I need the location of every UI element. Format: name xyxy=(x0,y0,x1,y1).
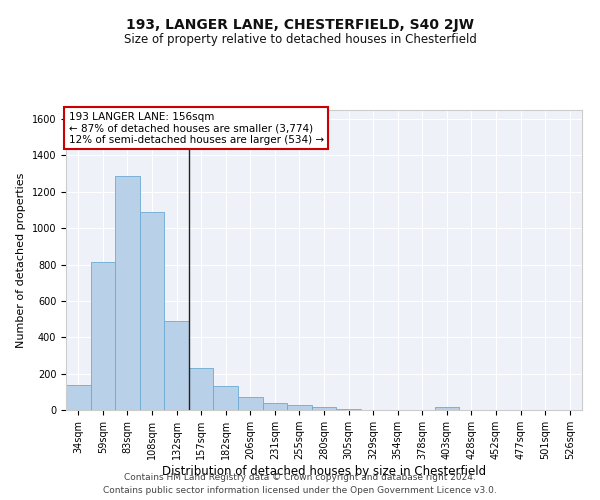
Bar xyxy=(287,405,312,410)
Bar xyxy=(189,368,214,410)
Bar xyxy=(66,384,91,410)
Bar xyxy=(434,408,459,410)
Bar xyxy=(91,262,115,410)
Bar xyxy=(140,212,164,410)
Bar xyxy=(214,386,238,410)
Bar xyxy=(312,408,336,410)
Text: Contains HM Land Registry data © Crown copyright and database right 2024.
Contai: Contains HM Land Registry data © Crown c… xyxy=(103,473,497,495)
Y-axis label: Number of detached properties: Number of detached properties xyxy=(16,172,26,348)
Text: 193, LANGER LANE, CHESTERFIELD, S40 2JW: 193, LANGER LANE, CHESTERFIELD, S40 2JW xyxy=(126,18,474,32)
Bar xyxy=(115,176,140,410)
Bar xyxy=(263,402,287,410)
Bar xyxy=(164,321,189,410)
Bar xyxy=(336,409,361,410)
Bar xyxy=(238,398,263,410)
X-axis label: Distribution of detached houses by size in Chesterfield: Distribution of detached houses by size … xyxy=(162,465,486,478)
Text: Size of property relative to detached houses in Chesterfield: Size of property relative to detached ho… xyxy=(124,32,476,46)
Text: 193 LANGER LANE: 156sqm
← 87% of detached houses are smaller (3,774)
12% of semi: 193 LANGER LANE: 156sqm ← 87% of detache… xyxy=(68,112,324,144)
